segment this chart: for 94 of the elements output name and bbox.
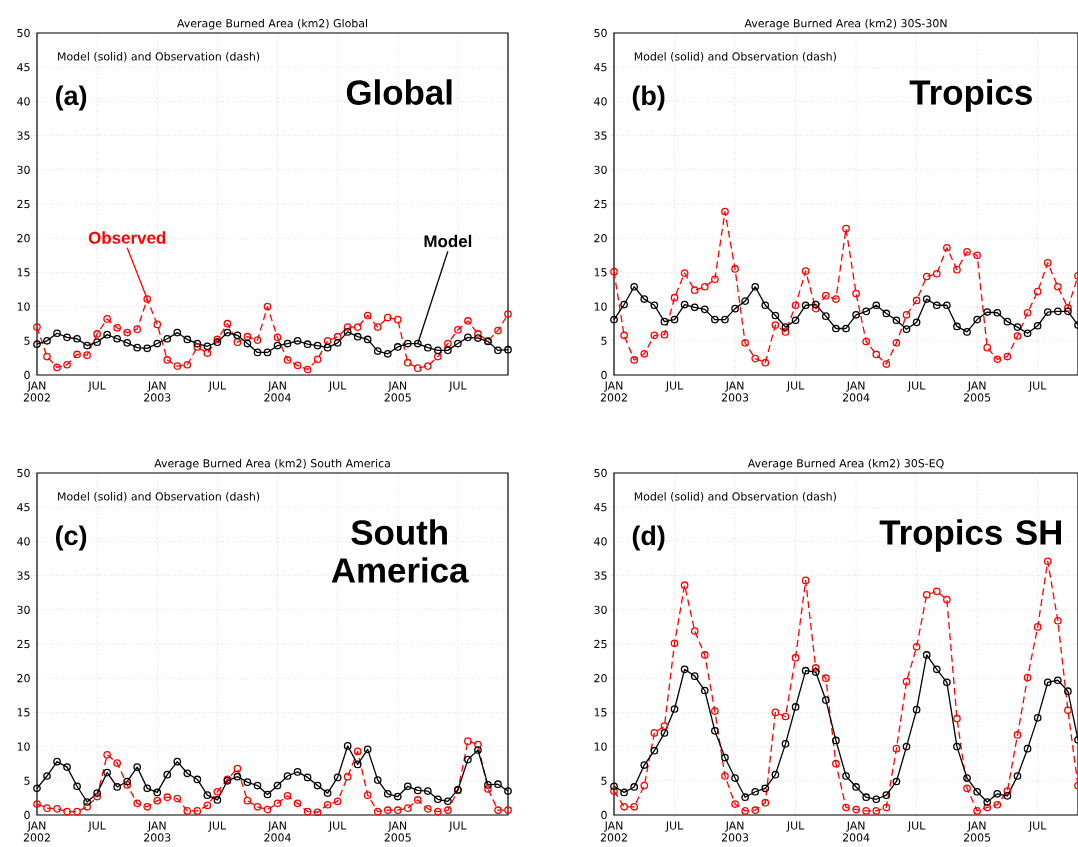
y-tick-label: 5 — [24, 776, 30, 785]
x-tick-label: JUL — [448, 821, 467, 832]
annotation: Model — [424, 234, 472, 248]
y-tick-label: 45 — [594, 503, 607, 512]
x-tick-label: JAN 2002 — [23, 821, 50, 842]
y-tick-label: 50 — [594, 28, 607, 38]
y-tick-label: 10 — [17, 302, 30, 311]
x-tick-label: JUL — [665, 821, 684, 832]
x-tick-label: JUL — [208, 821, 227, 832]
x-tick-label: JAN 2004 — [264, 381, 291, 402]
annotation: (d) — [632, 525, 665, 551]
x-tick-label: JUL — [87, 381, 106, 392]
y-tick-label: 40 — [17, 97, 30, 106]
x-tick-label: JUL — [786, 821, 805, 832]
annotation: Model (solid) and Observation (dash) — [634, 492, 836, 502]
annotation: South America — [331, 519, 469, 583]
annotation: (a) — [55, 85, 87, 111]
y-tick-label: 50 — [594, 468, 607, 478]
y-tick-label: 40 — [17, 537, 30, 546]
y-tick-label: 35 — [594, 131, 607, 140]
annotation: Model (solid) and Observation (dash) — [58, 492, 260, 502]
annotation: Tropics SH — [879, 519, 1061, 552]
x-tick-label: JUL — [1028, 821, 1047, 832]
x-tick-label: JUL — [328, 821, 347, 832]
y-tick-label: 10 — [594, 742, 607, 751]
x-tick-label: JUL — [208, 381, 227, 392]
annotation: Model (solid) and Observation (dash) — [58, 52, 260, 62]
y-tick-label: 30 — [17, 165, 30, 174]
y-tick-label: 0 — [601, 810, 607, 820]
chart-title: Average Burned Area (km2) 30S-30N — [744, 18, 947, 30]
x-tick-label: JAN 2003 — [144, 381, 171, 402]
y-tick-label: 15 — [17, 268, 30, 277]
y-tick-label: 5 — [24, 336, 30, 345]
x-tick-label: JAN 2005 — [384, 381, 411, 402]
y-tick-label: 20 — [17, 234, 30, 243]
x-tick-label: JUL — [907, 821, 926, 832]
y-tick-label: 25 — [17, 639, 30, 649]
y-tick-label: 10 — [17, 742, 30, 751]
y-tick-label: 35 — [594, 571, 607, 580]
x-tick-label: JAN 2005 — [963, 821, 991, 842]
x-tick-label: JUL — [786, 381, 805, 392]
y-tick-label: 50 — [17, 468, 30, 478]
x-tick-label: JAN 2003 — [721, 821, 749, 842]
x-tick-label: JAN 2004 — [842, 821, 870, 842]
y-tick-label: 35 — [17, 571, 30, 580]
y-tick-label: 25 — [594, 639, 607, 649]
x-tick-label: JAN 2002 — [600, 381, 627, 402]
x-tick-label: JUL — [907, 381, 926, 392]
y-tick-label: 25 — [594, 199, 607, 209]
x-tick-label: JUL — [1028, 381, 1047, 392]
y-tick-label: 20 — [17, 674, 30, 683]
y-tick-label: 45 — [594, 63, 607, 72]
y-tick-label: 35 — [17, 131, 30, 140]
x-tick-label: JAN 2002 — [600, 821, 627, 842]
y-tick-label: 5 — [601, 336, 607, 345]
y-tick-label: 0 — [24, 810, 30, 820]
annotation: Observed — [88, 231, 166, 244]
y-tick-label: 40 — [594, 537, 607, 546]
y-tick-label: 0 — [601, 370, 607, 380]
y-tick-label: 40 — [594, 97, 607, 106]
y-tick-label: 10 — [594, 302, 607, 311]
x-tick-label: JAN 2003 — [721, 381, 749, 402]
annotation: Tropics — [909, 79, 1032, 112]
x-tick-label: JUL — [448, 381, 467, 392]
y-tick-label: 45 — [17, 63, 30, 72]
y-tick-label: 15 — [17, 708, 30, 717]
y-tick-label: 15 — [594, 708, 607, 717]
y-tick-label: 30 — [594, 165, 607, 174]
x-tick-label: JAN 2004 — [264, 821, 291, 842]
x-tick-label: JUL — [665, 381, 684, 392]
x-tick-label: JUL — [87, 821, 106, 832]
x-tick-label: JAN 2005 — [963, 381, 991, 402]
y-tick-label: 15 — [594, 268, 607, 277]
x-tick-label: JUL — [328, 381, 347, 392]
chart-title: Average Burned Area (km2) South America — [154, 458, 390, 470]
x-tick-label: JAN 2002 — [23, 381, 50, 402]
annotation: Global — [346, 79, 452, 105]
y-tick-label: 50 — [17, 28, 30, 38]
y-tick-label: 20 — [594, 234, 607, 243]
y-tick-label: 25 — [17, 199, 30, 209]
y-tick-label: 30 — [594, 605, 607, 614]
x-tick-label: JAN 2004 — [842, 381, 870, 402]
y-tick-label: 0 — [24, 370, 30, 380]
y-tick-label: 30 — [17, 605, 30, 614]
chart-title: Average Burned Area (km2) 30S-EQ — [747, 458, 944, 470]
y-tick-label: 5 — [601, 776, 607, 785]
x-tick-label: JAN 2003 — [144, 821, 171, 842]
annotation: Model (solid) and Observation (dash) — [634, 52, 836, 62]
chart-title: Average Burned Area (km2) Global — [177, 18, 368, 30]
y-tick-label: 45 — [17, 503, 30, 512]
annotation: (b) — [632, 85, 665, 111]
annotation: (c) — [55, 525, 87, 551]
x-tick-label: JAN 2005 — [384, 821, 411, 842]
y-tick-label: 20 — [594, 674, 607, 683]
